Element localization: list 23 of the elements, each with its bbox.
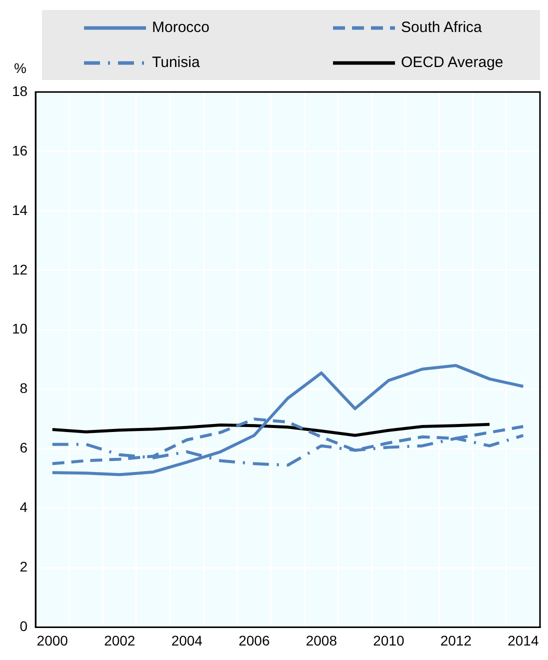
y-tick-label: 4 — [20, 499, 28, 516]
legend-label: OECD Average — [401, 54, 504, 71]
x-tick-label: 2012 — [440, 632, 472, 648]
y-tick-label: 2 — [20, 558, 28, 575]
y-tick-label: 8 — [20, 380, 28, 396]
y-tick-label: 18 — [12, 82, 28, 99]
x-tick-label: 2014 — [508, 632, 539, 648]
legend-label: Tunisia — [152, 54, 200, 71]
x-tick-label: 2006 — [238, 632, 270, 648]
y-tick-label: 14 — [12, 202, 28, 218]
y-tick-label: 0 — [20, 618, 28, 634]
y-tick-label: 12 — [12, 261, 28, 278]
legend-label: Morocco — [152, 19, 210, 36]
legend-label: South Africa — [401, 19, 482, 36]
x-tick-label: 2004 — [171, 632, 203, 648]
y-tick-label: 16 — [12, 142, 28, 158]
y-tick-label: 6 — [20, 440, 28, 456]
y-axis-title: % — [14, 60, 26, 76]
x-tick-label: 2010 — [373, 632, 404, 648]
x-tick-label: 2000 — [36, 632, 68, 648]
y-tick-label: 10 — [12, 320, 28, 337]
x-tick-label: 2002 — [104, 632, 136, 648]
x-tick-label: 2008 — [306, 632, 338, 648]
